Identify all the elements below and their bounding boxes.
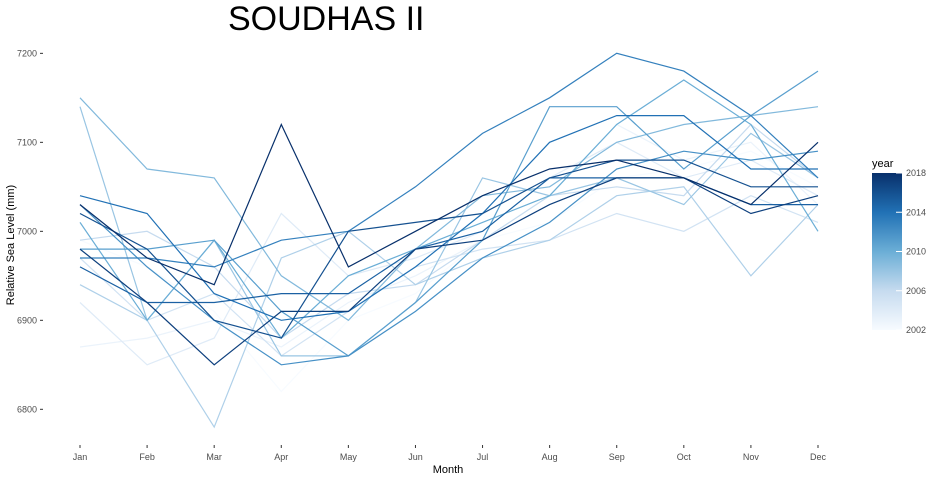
series-line-2017: [79, 177, 819, 366]
legend-label-2014: 2014: [906, 207, 926, 217]
series-line-2015: [79, 177, 818, 304]
series-line-2011: [80, 70, 819, 357]
series-line-2018: [79, 123, 819, 286]
y-tick-label-7000: 7000: [17, 226, 37, 236]
x-tick-label-aug: Aug: [542, 452, 558, 462]
series-lines: [79, 52, 819, 429]
x-tick-label-nov: Nov: [743, 452, 760, 462]
legend-label-2018: 2018: [906, 168, 926, 178]
chart-title: SOUDHAS II: [228, 0, 424, 38]
legend-label-2010: 2010: [906, 247, 926, 257]
series-line-2013: [80, 52, 819, 268]
series-line-2016: [79, 159, 818, 339]
series-line-2008: [79, 106, 819, 357]
series-line-2004: [79, 141, 819, 366]
x-tick-label-jan: Jan: [73, 452, 88, 462]
x-tick-label-may: May: [340, 452, 358, 462]
series-line-2009: [79, 97, 819, 322]
y-tick-label-7100: 7100: [17, 137, 37, 147]
x-tick-label-oct: Oct: [677, 452, 692, 462]
x-tick-label-mar: Mar: [206, 452, 222, 462]
y-tick-label-6800: 6800: [17, 404, 37, 414]
x-tick-label-dec: Dec: [810, 452, 827, 462]
y-tick-label-7200: 7200: [17, 48, 37, 58]
x-tick-label-sep: Sep: [609, 452, 625, 462]
series-line-2006: [79, 123, 819, 339]
x-tick-label-jul: Jul: [477, 452, 489, 462]
x-axis-title: Month: [433, 464, 464, 476]
x-axis: Jan Feb Mar Apr May Jun Jul Aug Sep Oct Nov Dec: [73, 445, 827, 462]
y-axis-title: Relative Sea Level (mm): [5, 185, 17, 305]
y-tick-label-6900: 6900: [17, 315, 37, 325]
legend-label-2002: 2002: [906, 325, 926, 335]
legend-title: year: [872, 158, 894, 170]
x-tick-label-apr: Apr: [274, 452, 288, 462]
x-tick-label-jun: Jun: [408, 452, 423, 462]
y-axis: 6800 6900 7000 7100 7200: [17, 48, 43, 414]
series-line-2012: [79, 150, 819, 366]
series-line-2005: [79, 195, 819, 357]
series-line-2002: [79, 150, 819, 393]
series-line-2010: [79, 79, 819, 340]
x-tick-label-feb: Feb: [139, 452, 155, 462]
legend: year 2018 2014 2010 2006 2002: [872, 158, 926, 335]
legend-label-2006: 2006: [906, 286, 926, 296]
